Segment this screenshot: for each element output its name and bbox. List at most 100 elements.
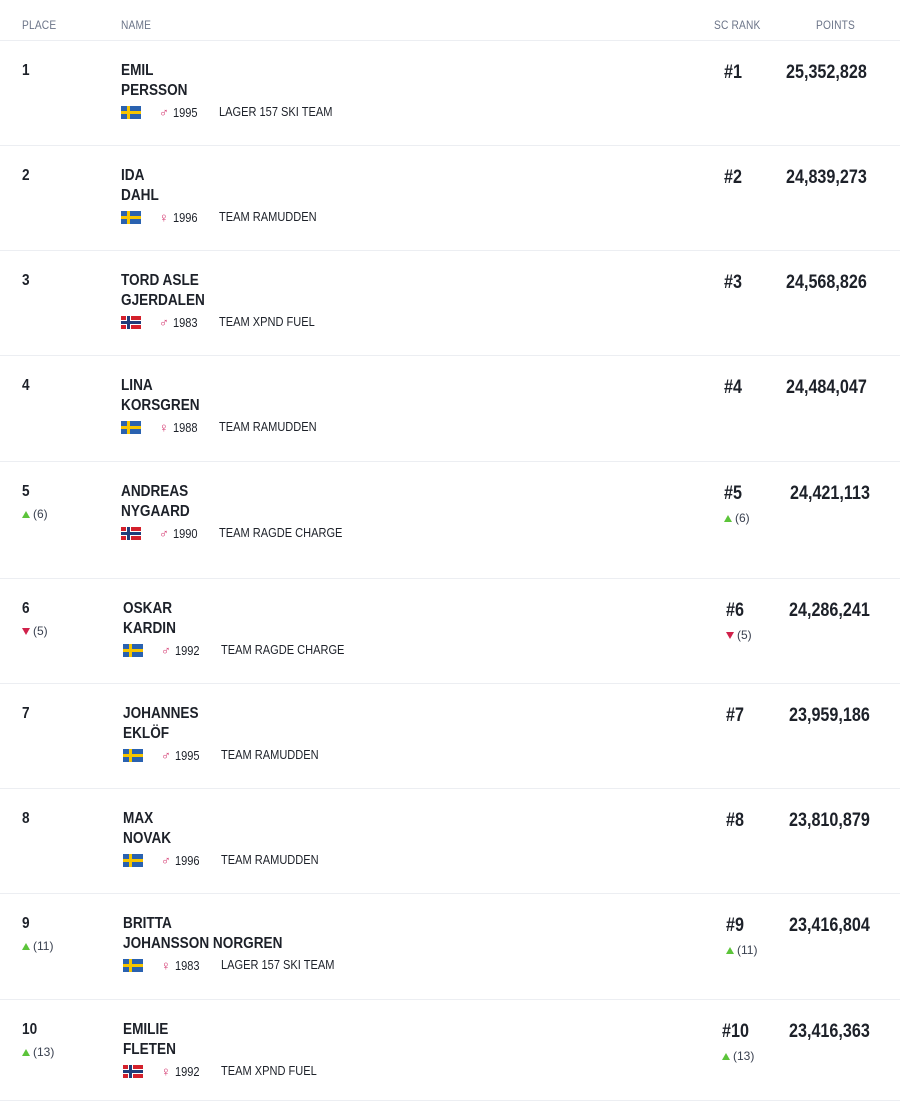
team-name: TEAM RAMUDDEN	[221, 747, 319, 762]
points-value: 24,568,826	[786, 272, 867, 293]
sweden-flag-icon	[121, 210, 141, 224]
arrow-up-icon	[22, 510, 30, 518]
sc-rank: #2	[724, 167, 742, 188]
male-icon: ♂	[159, 525, 169, 541]
athlete-first-name[interactable]: JOHANNES	[123, 705, 199, 722]
norway-flag-icon	[123, 1064, 143, 1078]
place-change: (11)	[22, 939, 53, 953]
athlete-last-name[interactable]: NYGAARD	[121, 503, 190, 520]
team-name: LAGER 157 SKI TEAM	[221, 957, 335, 972]
sweden-flag-icon	[123, 748, 143, 762]
points-value: 24,484,047	[786, 377, 867, 398]
athlete-last-name[interactable]: KARDIN	[123, 620, 176, 637]
team-name: TEAM RAGDE CHARGE	[219, 525, 343, 540]
athlete-first-name[interactable]: IDA	[121, 167, 145, 184]
table-row[interactable]: 6 (5) OSKAR KARDIN ♂ 1992 TEAM RAGDE CHARG…	[0, 578, 900, 684]
place-number: 1	[22, 62, 30, 79]
arrow-up-icon	[722, 1052, 730, 1060]
norway-flag-icon	[121, 526, 141, 540]
male-icon: ♂	[161, 747, 171, 763]
athlete-last-name[interactable]: GJERDALEN	[121, 292, 205, 309]
sc-rank: #10	[722, 1021, 749, 1042]
table-row[interactable]: 1 EMIL PERSSON ♂ 1995 LAGER 157 SKI TEAM #1…	[0, 40, 900, 146]
sweden-flag-icon	[123, 853, 143, 867]
arrow-up-icon	[22, 942, 30, 950]
rank-change: (5)	[726, 628, 752, 642]
team-name: TEAM RAMUDDEN	[221, 852, 319, 867]
arrow-down-icon	[22, 627, 30, 635]
place-number: 3	[22, 272, 30, 289]
sc-rank: #3	[724, 272, 742, 293]
athlete-last-name[interactable]: KORSGREN	[121, 397, 200, 414]
birth-year: 1995	[172, 104, 198, 120]
sc-rank: #7	[726, 705, 744, 726]
female-icon: ♀	[159, 209, 169, 225]
birth-year: 1983	[172, 314, 198, 330]
athlete-first-name[interactable]: EMILIE	[123, 1021, 169, 1038]
place-number: 9	[22, 915, 30, 932]
place-change: (5)	[22, 624, 48, 638]
athlete-last-name[interactable]: FLETEN	[123, 1041, 176, 1058]
athlete-last-name[interactable]: PERSSON	[121, 82, 188, 99]
points-value: 24,421,113	[790, 483, 870, 504]
birth-year: 1996	[174, 852, 200, 868]
table-row[interactable]: 10 (13) EMILIE FLETEN ♀ 1992 TEAM XPND FUE…	[0, 999, 900, 1101]
male-icon: ♂	[159, 104, 169, 120]
place-number: 10	[22, 1021, 38, 1038]
table-header: PLACE NAME SC RANK POINTS	[0, 0, 900, 41]
points-value: 25,352,828	[786, 62, 867, 83]
sc-rank: #5	[724, 483, 742, 504]
female-icon: ♀	[159, 419, 169, 435]
team-name: TEAM XPND FUEL	[221, 1063, 317, 1078]
sweden-flag-icon	[121, 105, 141, 119]
athlete-first-name[interactable]: TORD ASLE	[121, 272, 199, 289]
athlete-first-name[interactable]: LINA	[121, 377, 153, 394]
points-value: 23,416,804	[789, 915, 870, 936]
birth-year: 1996	[172, 209, 198, 225]
header-sc-rank: SC RANK	[714, 18, 761, 32]
team-name: LAGER 157 SKI TEAM	[219, 104, 333, 119]
rank-change: (13)	[722, 1049, 754, 1063]
sc-rank: #6	[726, 600, 744, 621]
table-row[interactable]: 4 LINA KORSGREN ♀ 1988 TEAM RAMUDDEN #4 24,4…	[0, 355, 900, 462]
athlete-last-name[interactable]: JOHANSSON NORGREN	[123, 935, 283, 952]
athlete-first-name[interactable]: OSKAR	[123, 600, 173, 617]
athlete-first-name[interactable]: EMIL	[121, 62, 154, 79]
table-row[interactable]: 7 JOHANNES EKLÖF ♂ 1995 TEAM RAMUDDEN #7 23,…	[0, 683, 900, 789]
points-value: 24,286,241	[789, 600, 870, 621]
table-row[interactable]: 9 (11) BRITTA JOHANSSON NORGREN ♀ 1983 LAG…	[0, 893, 900, 1000]
male-icon: ♂	[159, 314, 169, 330]
athlete-meta: ♀ 1992	[123, 1063, 204, 1079]
points-value: 23,416,363	[789, 1021, 870, 1042]
place-number: 7	[22, 705, 30, 722]
athlete-meta: ♂ 1992	[123, 642, 204, 658]
athlete-last-name[interactable]: EKLÖF	[123, 725, 170, 742]
table-row[interactable]: 5 (6) ANDREAS NYGAARD ♂ 1990 TEAM RAGDE CH…	[0, 461, 900, 579]
birth-year: 1983	[174, 957, 200, 973]
sweden-flag-icon	[123, 958, 143, 972]
athlete-last-name[interactable]: DAHL	[121, 187, 159, 204]
athlete-first-name[interactable]: ANDREAS	[121, 483, 189, 500]
sweden-flag-icon	[123, 643, 143, 657]
athlete-meta: ♂ 1983	[121, 314, 202, 330]
arrow-up-icon	[726, 946, 734, 954]
athlete-last-name[interactable]: NOVAK	[123, 830, 172, 847]
rank-change: (11)	[726, 943, 757, 957]
athlete-meta: ♀ 1988	[121, 419, 202, 435]
male-icon: ♂	[161, 852, 171, 868]
place-number: 8	[22, 810, 30, 827]
points-value: 23,959,186	[789, 705, 870, 726]
female-icon: ♀	[161, 957, 171, 973]
birth-year: 1990	[172, 525, 198, 541]
table-row[interactable]: 3 TORD ASLE GJERDALEN ♂ 1983 TEAM XPND FUE…	[0, 250, 900, 356]
table-row[interactable]: 8 MAX NOVAK ♂ 1996 TEAM RAMUDDEN #8 23,810,8…	[0, 788, 900, 894]
table-row[interactable]: 2 IDA DAHL ♀ 1996 TEAM RAMUDDEN #2 24,839,27…	[0, 145, 900, 251]
athlete-first-name[interactable]: MAX	[123, 810, 154, 827]
sc-rank: #1	[724, 62, 742, 83]
team-name: TEAM RAGDE CHARGE	[221, 642, 345, 657]
place-number: 6	[22, 600, 30, 617]
athlete-first-name[interactable]: BRITTA	[123, 915, 172, 932]
header-place: PLACE	[22, 18, 57, 32]
team-name: TEAM RAMUDDEN	[219, 209, 317, 224]
athlete-meta: ♀ 1983	[123, 957, 204, 973]
